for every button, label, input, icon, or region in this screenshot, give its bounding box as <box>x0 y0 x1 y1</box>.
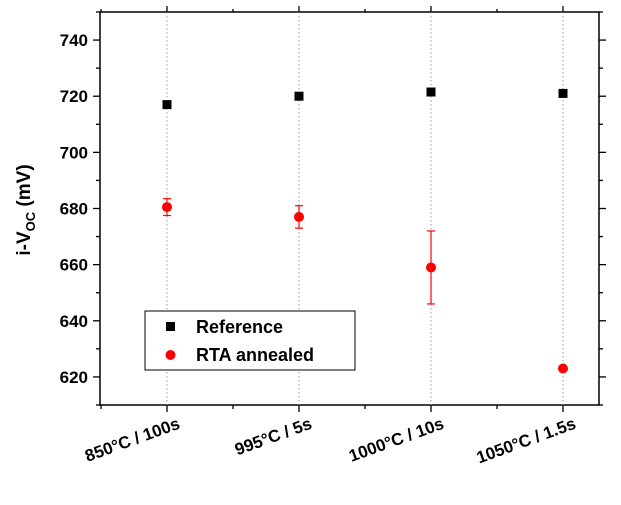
y-axis-title-subscript: OC <box>23 211 38 231</box>
x-tick-label: 1050°C / 1.5s <box>474 414 578 467</box>
x-tick-label: 995°C / 5s <box>232 414 314 459</box>
rta-annealed-point <box>426 262 436 273</box>
y-axis-title-main: i-V <box>14 231 35 256</box>
y-tick-label: 660 <box>60 256 88 275</box>
legend-marker-reference <box>166 322 175 331</box>
y-tick-label: 720 <box>60 87 88 106</box>
series-layer <box>162 87 568 374</box>
y-tick-label: 680 <box>60 200 88 219</box>
reference-point <box>294 91 304 101</box>
x-tick-label: 850°C / 100s <box>82 414 182 466</box>
y-tick-label: 700 <box>60 143 88 162</box>
x-axis: 850°C / 100s 995°C / 5s 1000°C / 10s 1050°C… <box>82 6 578 467</box>
plot-area: 620 640 660 680 700 720 740 850°C / 100s 995°C … <box>60 6 606 467</box>
legend-marker-rta <box>165 350 176 360</box>
y-axis-title: i-VOC (mV) <box>14 164 38 255</box>
legend-box <box>144 310 356 371</box>
rta-annealed-point <box>294 211 304 222</box>
rta-annealed-point <box>558 363 568 374</box>
y-tick-label: 620 <box>60 368 88 387</box>
y-axis-title-unit: (mV) <box>14 164 35 212</box>
legend: Reference RTA annealed <box>144 310 356 371</box>
reference-point <box>162 100 172 110</box>
legend-label-rta: RTA annealed <box>196 345 314 365</box>
reference-point <box>558 88 568 98</box>
y-axis: 620 640 660 680 700 720 740 <box>60 11 606 406</box>
reference-point <box>426 87 436 97</box>
legend-label-reference: Reference <box>196 317 283 337</box>
y-tick-label: 640 <box>60 312 88 331</box>
x-tick-label: 1000°C / 10s <box>346 414 446 466</box>
rta-annealed-point <box>162 202 172 213</box>
y-tick-label: 740 <box>60 31 88 50</box>
